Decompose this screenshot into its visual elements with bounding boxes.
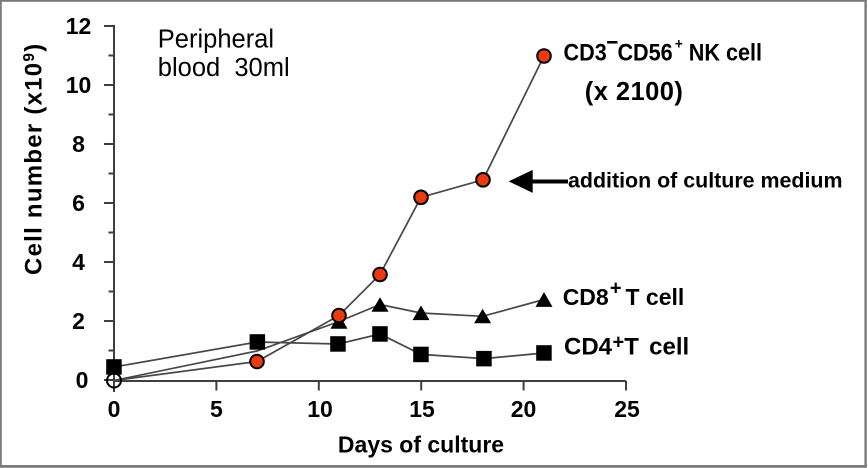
svg-text:2: 2 — [72, 308, 85, 334]
svg-text:(x 2100): (x 2100) — [585, 78, 684, 106]
svg-text:0: 0 — [108, 396, 121, 422]
svg-text:10: 10 — [66, 72, 92, 98]
svg-text:15: 15 — [409, 396, 435, 422]
svg-text:5: 5 — [210, 396, 223, 422]
svg-text:12: 12 — [66, 13, 92, 39]
svg-text:4: 4 — [72, 249, 85, 275]
svg-text:CD4+T cell: CD4+T cell — [564, 332, 689, 361]
svg-text:Days of culture: Days of culture — [338, 432, 504, 458]
svg-text:Cell number (x109): Cell number (x109) — [21, 42, 48, 275]
svg-text:Peripheral: Peripheral — [158, 26, 274, 54]
svg-text:20: 20 — [511, 396, 537, 422]
svg-text:addition of culture medium: addition of culture medium — [568, 169, 843, 193]
svg-text:CD3−CD56+ NK cell: CD3−CD56 + NK cell — [564, 29, 763, 66]
svg-text:8: 8 — [72, 131, 85, 157]
svg-text:6: 6 — [72, 190, 85, 216]
svg-text:25: 25 — [614, 396, 640, 422]
svg-text:blood 30ml: blood 30ml — [158, 54, 290, 82]
svg-text:0: 0 — [76, 367, 89, 393]
svg-text:CD8+ T cell: CD8+ T cell — [563, 278, 685, 310]
svg-text:10: 10 — [307, 396, 333, 422]
